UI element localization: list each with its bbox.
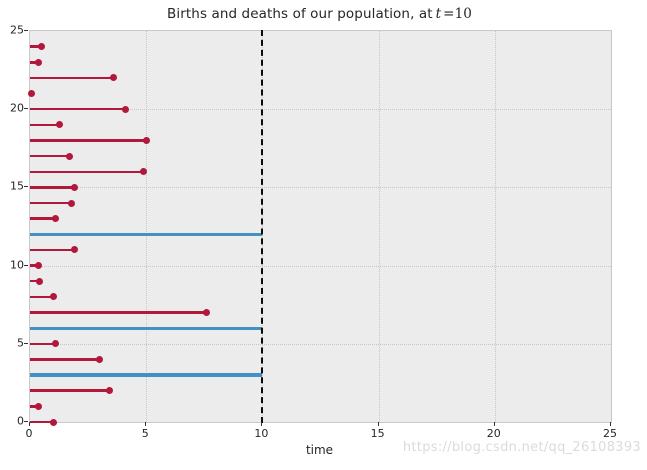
death-dot	[68, 199, 76, 207]
death-life-line	[30, 186, 75, 189]
death-dot	[49, 293, 57, 301]
death-life-line	[30, 405, 39, 408]
alive-life-line	[30, 232, 263, 236]
death-dot	[96, 355, 104, 363]
plot-area	[28, 30, 612, 426]
death-dot	[140, 168, 148, 176]
death-dot	[52, 340, 60, 348]
death-dot	[52, 215, 60, 223]
death-life-line	[30, 217, 56, 220]
gridline-horizontal	[30, 187, 611, 189]
x-tick-label: 10	[254, 427, 269, 440]
x-axis-label: time	[305, 443, 334, 457]
x-tick-label: 0	[25, 427, 33, 440]
gridline-horizontal	[30, 265, 611, 267]
death-life-line	[30, 342, 56, 346]
death-dot	[28, 90, 36, 98]
death-life-line	[30, 389, 110, 392]
y-tick-mark	[24, 421, 28, 422]
x-tick-label: 5	[141, 427, 149, 440]
x-tick-mark	[377, 422, 379, 426]
death-dot	[55, 121, 63, 129]
death-dot	[34, 402, 42, 410]
death-life-line	[30, 248, 75, 252]
death-life-line	[30, 123, 60, 127]
y-tick-label: 10	[10, 258, 24, 272]
gridline-vertical	[146, 31, 148, 422]
death-life-line	[30, 311, 207, 314]
death-life-line	[30, 420, 54, 424]
death-dot	[203, 309, 211, 317]
x-tick-mark	[610, 422, 611, 426]
death-dot	[38, 43, 46, 51]
gridline-vertical	[494, 31, 496, 422]
x-tick-label: 25	[603, 427, 617, 440]
death-life-line	[30, 45, 42, 48]
chart-title-text: Births and deaths of our population, at	[167, 6, 433, 22]
current-time-marker	[261, 30, 264, 423]
y-tick-label: 0	[17, 414, 24, 428]
death-life-line	[30, 76, 114, 80]
y-tick-mark	[24, 264, 28, 266]
death-dot	[35, 277, 43, 285]
gridline-horizontal	[30, 109, 611, 111]
death-life-line	[30, 358, 100, 361]
death-life-line	[30, 107, 126, 111]
y-tick-label: 15	[10, 179, 24, 193]
death-life-line	[30, 295, 54, 299]
y-tick-label: 25	[10, 23, 24, 37]
death-life-line	[30, 279, 40, 283]
watermark: https://blog.csdn.net/qq_26108393	[402, 440, 641, 455]
x-tick-label: 15	[370, 427, 385, 440]
gridline-vertical	[611, 31, 612, 422]
death-life-line	[30, 170, 144, 173]
death-life-line	[30, 154, 70, 158]
x-tick-mark	[493, 422, 495, 426]
death-dot	[34, 58, 42, 66]
x-tick-mark	[145, 422, 147, 426]
death-dot	[66, 152, 73, 160]
death-life-line	[30, 201, 72, 205]
alive-life-line	[30, 373, 263, 377]
gridline-horizontal	[30, 343, 611, 345]
y-tick-mark	[24, 342, 28, 344]
x-tick-mark	[29, 422, 30, 426]
y-tick-mark	[24, 108, 28, 110]
y-tick-mark	[24, 186, 28, 188]
death-dot	[142, 136, 150, 144]
death-life-line	[30, 139, 147, 142]
death-dot	[49, 418, 57, 426]
death-dot	[70, 246, 78, 254]
death-life-line	[30, 264, 39, 267]
y-tick-label: 5	[17, 336, 24, 350]
alive-life-line	[30, 326, 263, 330]
death-dot	[121, 105, 129, 113]
death-dot	[34, 262, 42, 270]
x-tick-label: 20	[486, 427, 501, 440]
death-life-line	[30, 61, 39, 64]
death-dot	[70, 183, 78, 191]
chart-title: Births and deaths of our population, at t…	[29, 6, 610, 22]
y-tick-label: 20	[10, 101, 24, 115]
x-tick-mark	[261, 422, 263, 426]
chart-title-math-variable: t	[435, 6, 442, 22]
death-dot	[110, 74, 118, 82]
death-dot	[105, 387, 113, 395]
y-tick-mark	[24, 30, 28, 31]
gridline-vertical	[378, 31, 380, 422]
chart-title-math-value: =10	[443, 6, 472, 22]
